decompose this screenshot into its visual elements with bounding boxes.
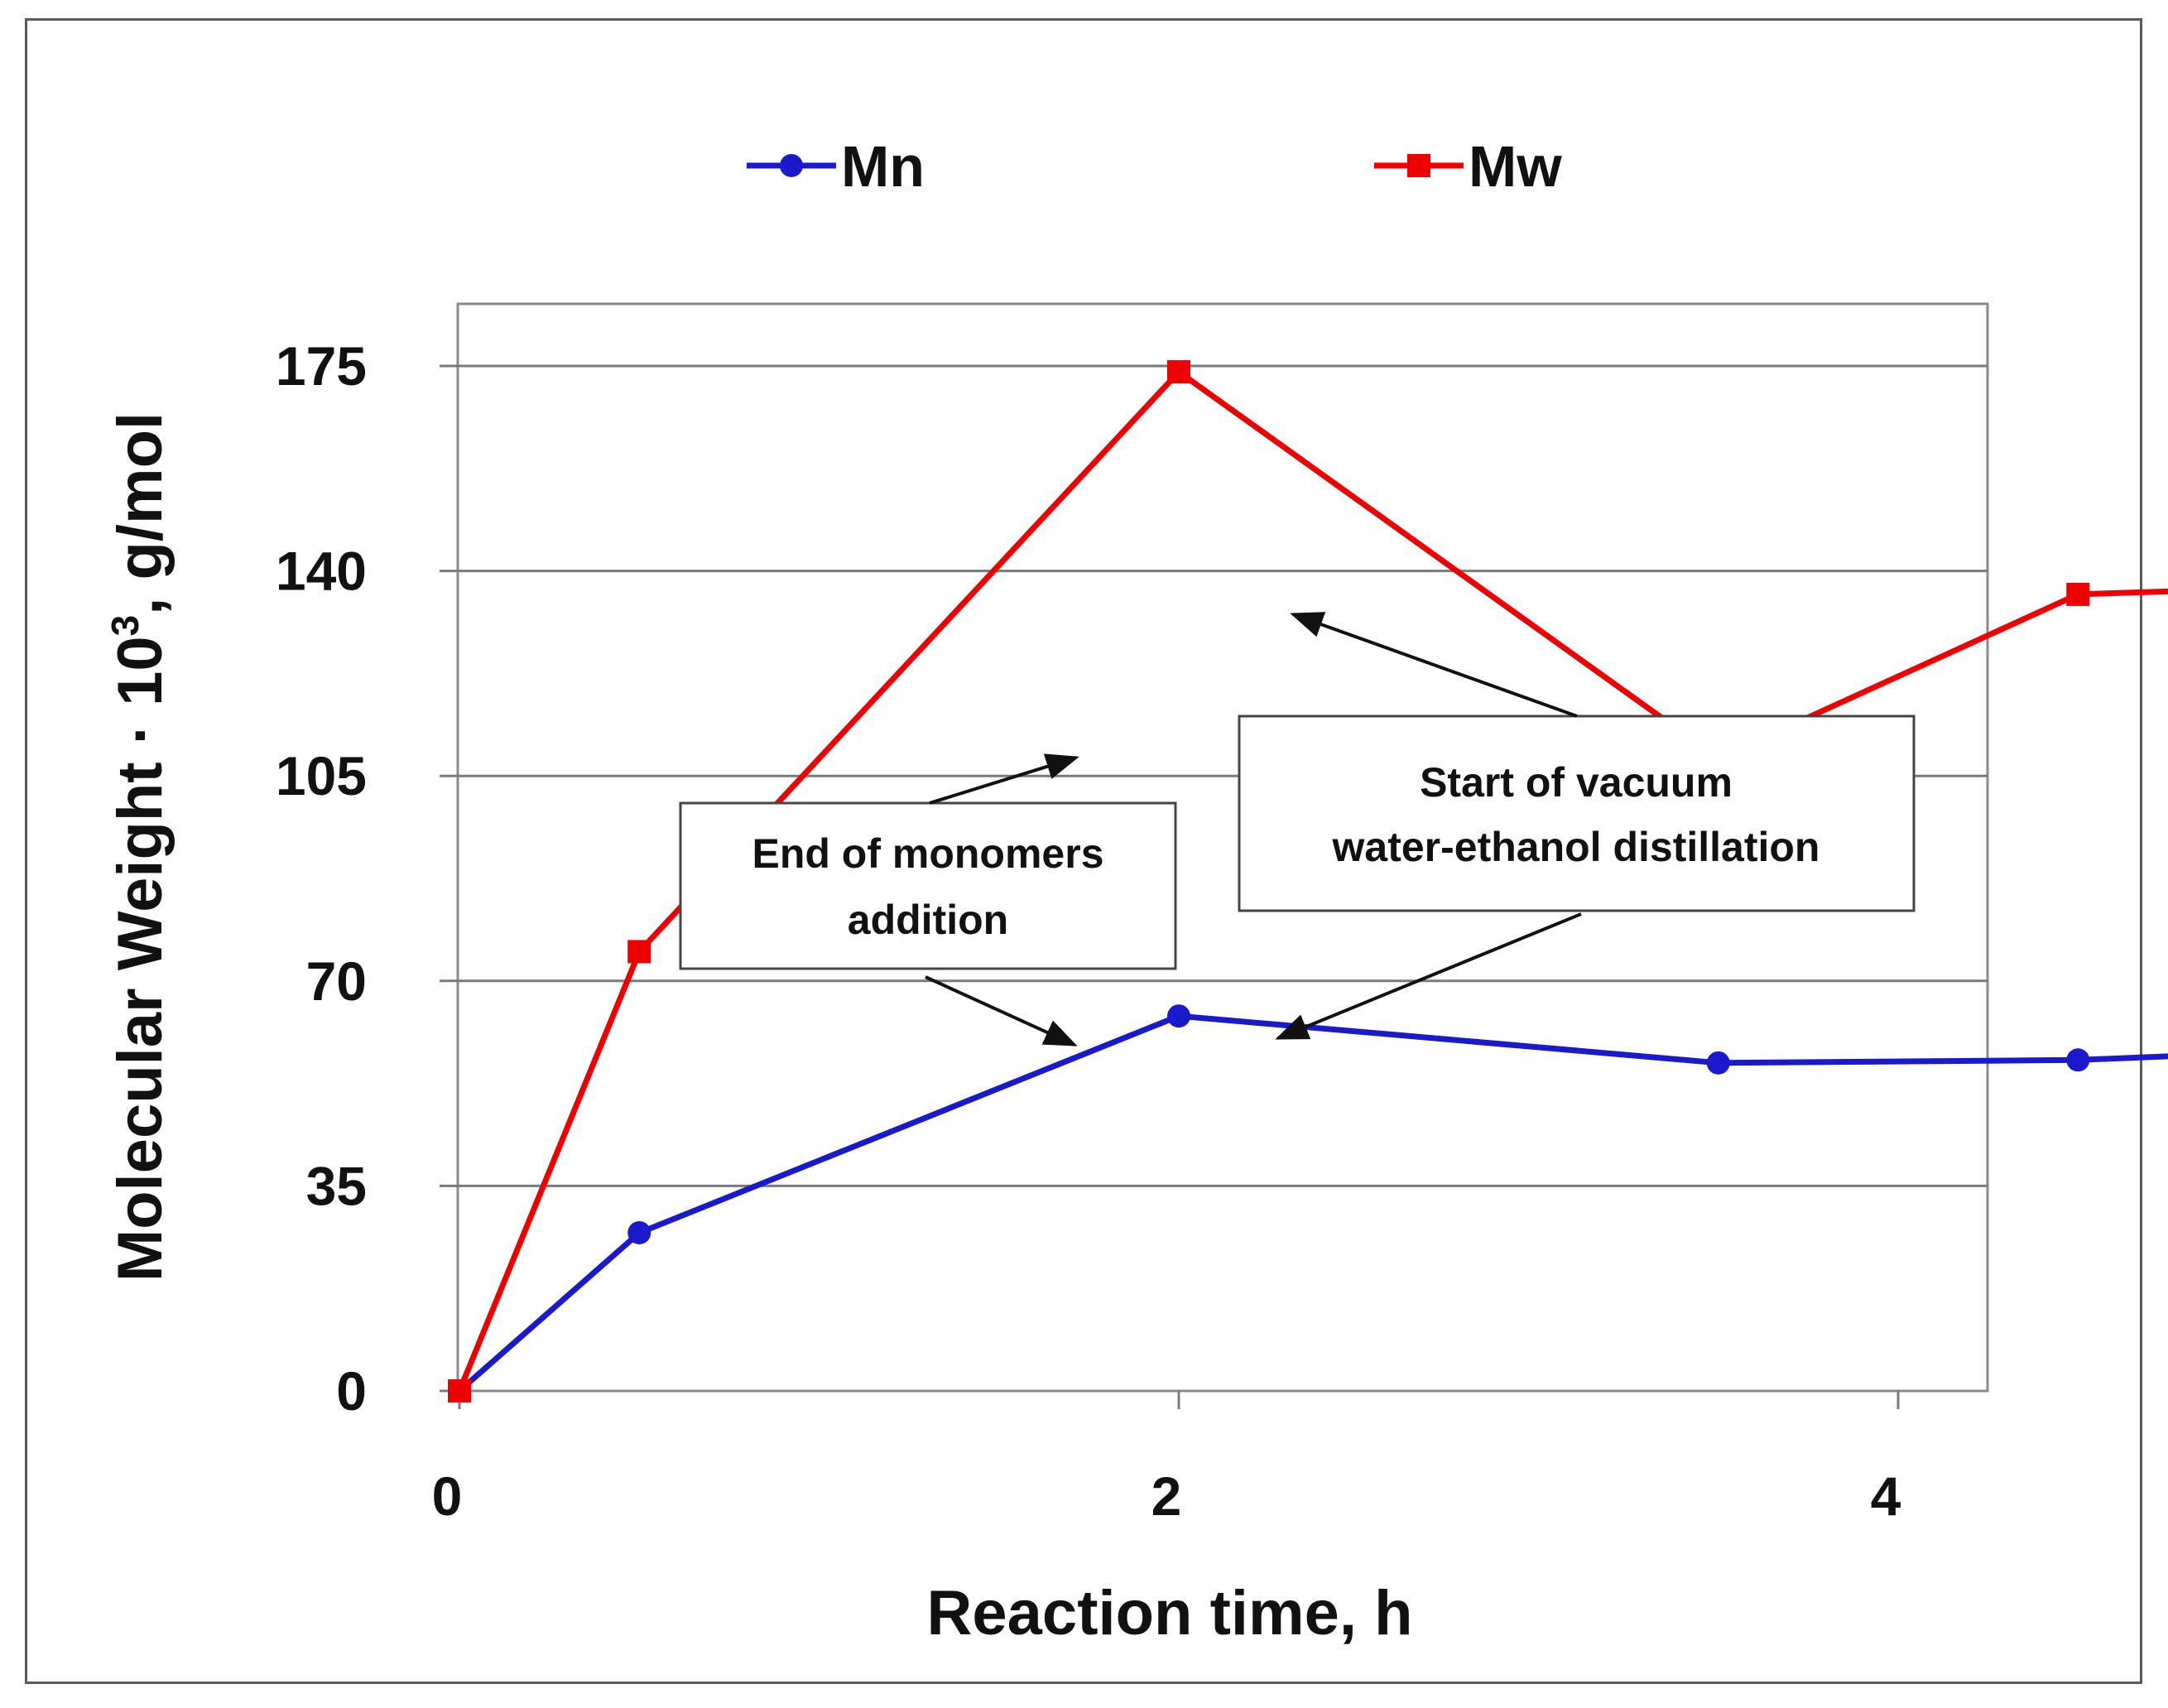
grid-lines	[458, 364, 1988, 1187]
y-tick-label-0: 0	[336, 1360, 367, 1422]
point-mn-3[interactable]	[1706, 1051, 1730, 1075]
point-mn-2[interactable]	[1167, 1004, 1190, 1028]
annotation-2: Start of vacuum water-ethanol distillatio…	[1238, 612, 1916, 1040]
legend-mw-label: Mw	[1469, 134, 1562, 199]
annotation-1-arrow-2	[925, 975, 1078, 1046]
y-tick-label-140: 140	[276, 541, 367, 602]
annotation-box-1	[679, 801, 1177, 970]
annotation-2-line-2: water-ethanol distillation	[1332, 824, 1820, 870]
point-mw-4[interactable]	[2066, 582, 2090, 606]
x-tick-label-4: 4	[1871, 1465, 1901, 1527]
y-tick-label-105: 105	[276, 745, 367, 806]
y-axis-title: Molecular Weight · 103, g/mol	[103, 412, 175, 1282]
legend-item-mn[interactable]: Mn	[747, 134, 925, 199]
point-mn-1[interactable]	[627, 1220, 651, 1244]
annotation-box-2	[1238, 714, 1916, 912]
annotation-2-arrow-2	[1275, 912, 1582, 1040]
y-tick-label-175: 175	[276, 335, 367, 397]
y-tick-label-70: 70	[306, 950, 367, 1012]
y-axis-title-superscript: 3	[103, 615, 147, 637]
annotation-layer: End of monomers addition Start of vacuum wa…	[679, 612, 1916, 1046]
x-axis-title: Reaction time, h	[927, 1578, 1413, 1648]
x-tick-label-2: 2	[1151, 1465, 1182, 1527]
x-tick-label-0: 0	[432, 1465, 463, 1527]
annotation-1-line-2: addition	[848, 897, 1008, 943]
annotation-2-line-1: Start of vacuum	[1420, 759, 1733, 806]
point-mw-2[interactable]	[1167, 360, 1190, 384]
point-mw-1[interactable]	[627, 940, 651, 964]
series-mn-line	[457, 1013, 2168, 1393]
y-tick-label-35: 35	[306, 1155, 367, 1216]
legend-mw-marker	[1407, 154, 1430, 177]
annotation-2-arrow-1	[1290, 612, 1578, 718]
annotation-1-arrow-1	[929, 753, 1079, 805]
point-mn-4[interactable]	[2066, 1048, 2090, 1072]
legend-mn-marker	[780, 154, 803, 177]
legend-item-mw[interactable]: Mw	[1374, 134, 1562, 199]
axes: 0357010514017502468	[276, 335, 1901, 1527]
legend: Mn Mw	[747, 134, 1562, 199]
series-mw-line	[456, 368, 2168, 1393]
point-mw-0[interactable]	[448, 1379, 471, 1402]
annotation-1-line-1: End of monomers	[752, 830, 1103, 877]
annotation-1: End of monomers addition	[679, 753, 1177, 1046]
legend-mn-label: Mn	[841, 134, 925, 199]
